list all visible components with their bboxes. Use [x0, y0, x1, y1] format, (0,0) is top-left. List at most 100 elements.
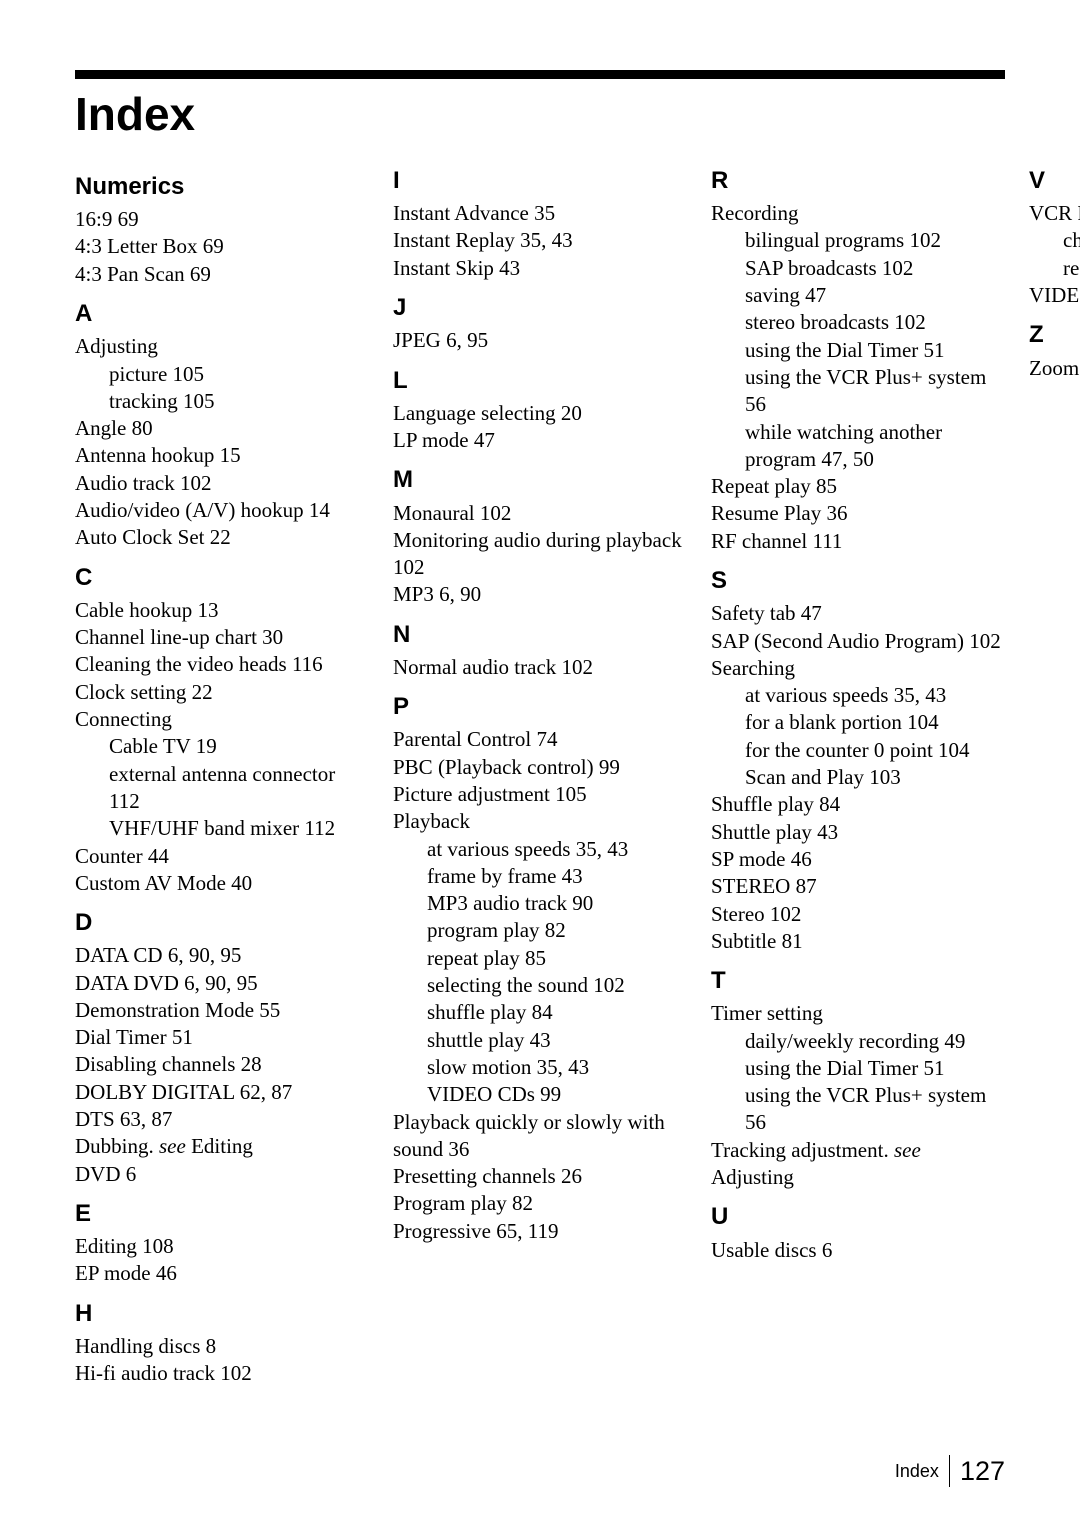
index-section: DDATA CD 6, 90, 95DATA DVD 6, 90, 95Demo…	[75, 907, 369, 1188]
footer-label: Index	[895, 1461, 939, 1482]
index-entry: Demonstration Mode 55	[75, 997, 369, 1024]
index-section: LLanguage selecting 20LP mode 47	[393, 365, 687, 455]
index-entry: Disabling channels 28	[75, 1051, 369, 1078]
index-entry: Repeat play 85	[711, 473, 1005, 500]
section-heading: N	[393, 619, 687, 650]
index-entry: Resume Play 36	[711, 500, 1005, 527]
index-entry: Instant Advance 35	[393, 200, 687, 227]
index-entry: RF channel 111	[711, 528, 1005, 555]
index-entry: Normal audio track 102	[393, 654, 687, 681]
index-entry: EP mode 46	[75, 1260, 369, 1287]
section-heading: A	[75, 298, 369, 329]
index-entry: DTS 63, 87	[75, 1106, 369, 1133]
index-entry: Timer setting	[711, 1000, 1005, 1027]
section-heading: T	[711, 965, 1005, 996]
index-subentry: using the VCR Plus+ system 56	[711, 1082, 1005, 1137]
index-subentry: at various speeds 35, 43	[711, 682, 1005, 709]
index-entry: Picture adjustment 105	[393, 781, 687, 808]
page-footer: Index 127	[895, 1455, 1005, 1487]
index-entry: SP mode 46	[711, 846, 1005, 873]
index-entry: Cleaning the video heads 116	[75, 651, 369, 678]
section-heading: I	[393, 165, 687, 196]
index-entry: Dubbing. see Editing	[75, 1133, 369, 1160]
index-entry: Monitoring audio during playback 102	[393, 527, 687, 582]
top-rule	[75, 70, 1005, 79]
section-heading: S	[711, 565, 1005, 596]
index-section: Numerics16:9 694:3 Letter Box 694:3 Pan …	[75, 171, 369, 288]
index-entry: Hi-fi audio track 102	[75, 1360, 369, 1387]
index-entry: SAP (Second Audio Program) 102	[711, 628, 1005, 655]
index-entry: Audio track 102	[75, 470, 369, 497]
index-entry: Safety tab 47	[711, 600, 1005, 627]
index-section: PParental Control 74PBC (Playback contro…	[393, 691, 687, 1245]
index-section: HHandling discs 8Hi-fi audio track 102	[75, 1298, 369, 1388]
index-subentry: using the VCR Plus+ system 56	[711, 364, 1005, 419]
index-subentry: recording 56	[1029, 255, 1080, 282]
index-subentry: tracking 105	[75, 388, 369, 415]
index-subentry: frame by frame 43	[393, 863, 687, 890]
index-entry: Searching	[711, 655, 1005, 682]
index-subentry: for a blank portion 104	[711, 709, 1005, 736]
index-entry: Language selecting 20	[393, 400, 687, 427]
index-subentry: daily/weekly recording 49	[711, 1028, 1005, 1055]
index-section: RRecordingbilingual programs 102SAP broa…	[711, 165, 1005, 555]
index-subentry: MP3 audio track 90	[393, 890, 687, 917]
index-entry: JPEG 6, 95	[393, 327, 687, 354]
index-section: I Instant Advance 35Instant Replay 35, 43…	[393, 165, 687, 282]
index-subentry: shuffle play 84	[393, 999, 687, 1026]
index-entry: DATA DVD 6, 90, 95	[75, 970, 369, 997]
index-entry: Auto Clock Set 22	[75, 524, 369, 551]
section-heading: C	[75, 562, 369, 593]
index-entry: Shuffle play 84	[711, 791, 1005, 818]
index-entry: Playback quickly or slowly with sound 36	[393, 1109, 687, 1164]
index-subentry: at various speeds 35, 43	[393, 836, 687, 863]
index-entry: Adjusting	[75, 333, 369, 360]
index-entry: Tracking adjustment. see Adjusting	[711, 1137, 1005, 1192]
index-section: N Normal audio track 102	[393, 619, 687, 681]
index-section: AAdjustingpicture 105tracking 105Angle 8…	[75, 298, 369, 552]
index-entry: DOLBY DIGITAL 62, 87	[75, 1079, 369, 1106]
index-subentry: VHF/UHF band mixer 112	[75, 815, 369, 842]
page-title: Index	[75, 87, 1005, 141]
index-section: E Editing 108EP mode 46	[75, 1198, 369, 1288]
index-subentry: Cable TV 19	[75, 733, 369, 760]
index-section: VVCR Plus+ systemchannel set up 30record…	[1029, 165, 1080, 309]
index-entry: MP3 6, 90	[393, 581, 687, 608]
index-entry: VCR Plus+ system	[1029, 200, 1080, 227]
footer-page-number: 127	[960, 1456, 1005, 1487]
section-heading: V	[1029, 165, 1080, 196]
index-entry: 4:3 Letter Box 69	[75, 233, 369, 260]
index-entry: 4:3 Pan Scan 69	[75, 261, 369, 288]
section-heading: M	[393, 464, 687, 495]
section-heading: D	[75, 907, 369, 938]
section-heading: E	[75, 1198, 369, 1229]
section-heading: Z	[1029, 319, 1080, 350]
index-entry: Cable hookup 13	[75, 597, 369, 624]
index-entry: Dial Timer 51	[75, 1024, 369, 1051]
section-heading: L	[393, 365, 687, 396]
index-section: M Monaural 102Monitoring audio during pla…	[393, 464, 687, 608]
index-subentry: VIDEO CDs 99	[393, 1081, 687, 1108]
index-entry: Monaural 102	[393, 500, 687, 527]
index-subentry: bilingual programs 102	[711, 227, 1005, 254]
index-entry: Editing 108	[75, 1233, 369, 1260]
index-subentry: shuttle play 43	[393, 1027, 687, 1054]
index-entry: Progressive 65, 119	[393, 1218, 687, 1245]
index-entry: DVD 6	[75, 1161, 369, 1188]
index-entry: Handling discs 8	[75, 1333, 369, 1360]
index-subentry: SAP broadcasts 102	[711, 255, 1005, 282]
index-subentry: program play 82	[393, 917, 687, 944]
section-heading: R	[711, 165, 1005, 196]
index-section: ZZoom 79	[1029, 319, 1080, 381]
index-subentry: Scan and Play 103	[711, 764, 1005, 791]
index-entry: Presetting channels 26	[393, 1163, 687, 1190]
index-entry: Channel line-up chart 30	[75, 624, 369, 651]
index-entry: Custom AV Mode 40	[75, 870, 369, 897]
index-subentry: repeat play 85	[393, 945, 687, 972]
index-entry: Instant Replay 35, 43	[393, 227, 687, 254]
index-subentry: for the counter 0 point 104	[711, 737, 1005, 764]
index-entry: Instant Skip 43	[393, 255, 687, 282]
index-subentry: saving 47	[711, 282, 1005, 309]
index-subentry: stereo broadcasts 102	[711, 309, 1005, 336]
section-heading: P	[393, 691, 687, 722]
